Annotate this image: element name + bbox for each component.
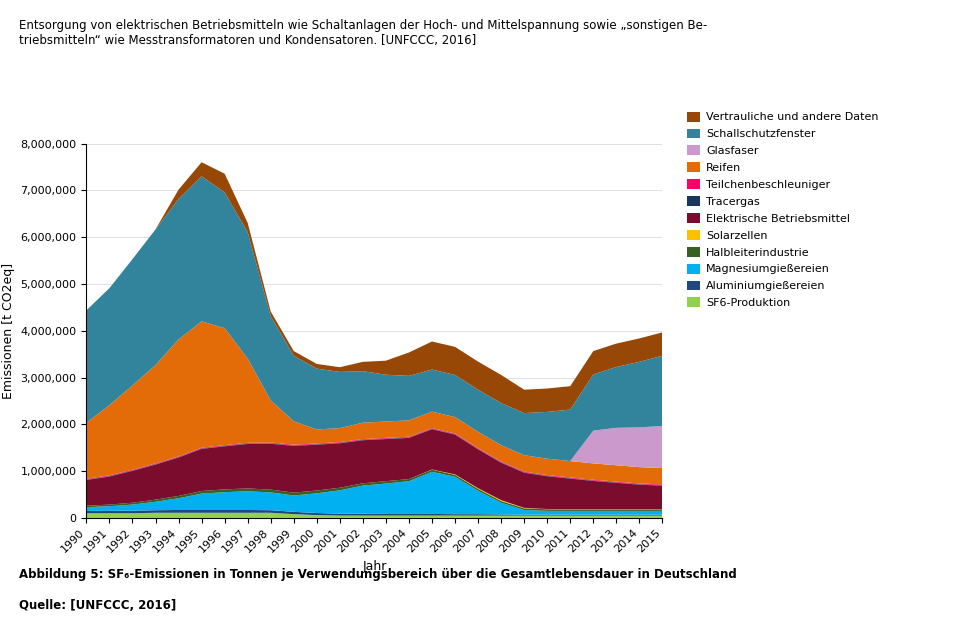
Text: Entsorgung von elektrischen Betriebsmitteln wie Schaltanlagen der Hoch- und Mitt: Entsorgung von elektrischen Betriebsmitt…	[19, 19, 708, 47]
Legend: Vertrauliche und andere Daten, Schallschutzfenster, Glasfaser, Reifen, Teilchenb: Vertrauliche und andere Daten, Schallsch…	[687, 112, 878, 308]
Text: Abbildung 5: SF₆-Emissionen in Tonnen je Verwendungsbereich über die Gesamtleben: Abbildung 5: SF₆-Emissionen in Tonnen je…	[19, 568, 737, 581]
X-axis label: Jahr: Jahr	[362, 560, 387, 573]
Y-axis label: Emissionen [t CO2eq]: Emissionen [t CO2eq]	[2, 263, 15, 399]
Text: Quelle: [UNFCCC, 2016]: Quelle: [UNFCCC, 2016]	[19, 599, 177, 612]
